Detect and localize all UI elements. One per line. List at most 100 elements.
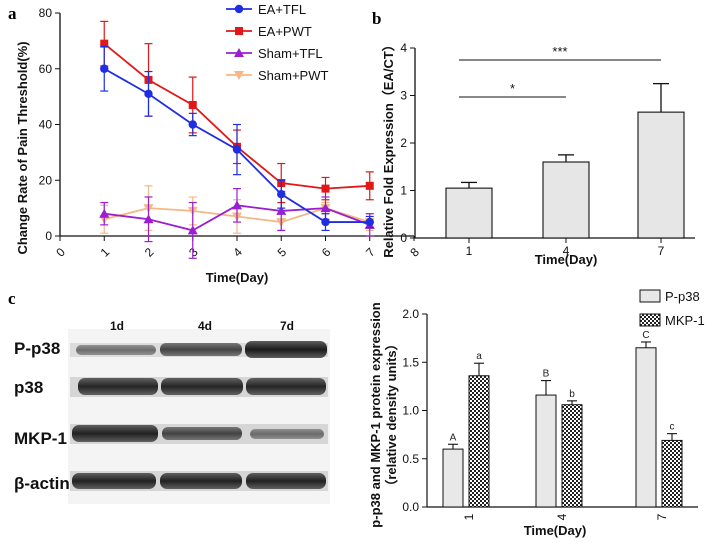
panel-b-x-axis-label: Time(Day)	[535, 252, 598, 267]
panel-c-y-tick-label: 1.5	[402, 355, 419, 369]
panel-a-x-axis-label: Time(Day)	[206, 270, 269, 285]
band	[160, 343, 242, 356]
legend-label: MKP-1	[665, 313, 705, 328]
panel-c-y-tick-label: 0.0	[402, 500, 419, 514]
blot-row-p38	[70, 377, 328, 397]
panel-c-bars: Aa Bb Cc	[442, 330, 683, 508]
panel-b-x-tick-label: 1	[466, 244, 473, 258]
panel-b-y-tick-label: 3	[400, 89, 407, 103]
legend-label: EA+TFL	[258, 2, 306, 17]
group-letter-label: C	[642, 330, 649, 341]
panel-a-x-tick-label: 2	[142, 245, 157, 260]
legend-swatch	[639, 313, 661, 327]
data-point	[234, 71, 244, 80]
data-point	[321, 217, 330, 227]
data-point	[100, 64, 109, 73]
blot-row-label-pp38: P-p38	[14, 339, 60, 358]
panel-a-series	[99, 20, 375, 259]
band	[162, 427, 242, 440]
panel-c-y-tick-label: 1.0	[402, 404, 419, 418]
data-point	[234, 48, 244, 57]
panel-a-y-tick-label: 20	[39, 173, 53, 187]
group-letter-label: A	[450, 432, 457, 443]
panel-letter-a: a	[8, 4, 17, 23]
blot-row-beta-actin	[70, 471, 328, 491]
panel-c-y-tick-label: 2.0	[402, 307, 419, 321]
blot-row-label-p38: p38	[14, 378, 43, 397]
panel-a-y-tick-label: 60	[39, 62, 53, 76]
band	[72, 473, 156, 489]
data-point	[235, 27, 243, 35]
significance-marker: *	[510, 81, 515, 96]
panel-b-y-axis-label: Relative Fold Expression（EA/CT）	[381, 38, 396, 258]
panel-c-legend: P-p38 MKP-1	[639, 289, 705, 328]
panel-b-y-tick-label: 2	[400, 136, 407, 150]
panel-a-x-tick-label: 5	[275, 245, 290, 260]
data-point	[188, 100, 197, 109]
blot-row-pp38	[70, 341, 328, 358]
panel-a-legend: EA+TFL EA+PWT Sham+TFL Sham+PWT	[226, 2, 328, 83]
data-point	[321, 184, 330, 193]
panel-c-y-tick-label: 0.5	[402, 452, 419, 466]
lane-label-4d: 4d	[198, 319, 212, 333]
panel-b-y-tick-label: 1	[400, 184, 407, 198]
bar-day-7	[637, 111, 685, 239]
data-point	[143, 214, 154, 224]
group-letter-label: a	[476, 351, 482, 362]
panel-a-x-tick-label: 3	[186, 245, 201, 260]
panel-c-x-tick-label: 4	[555, 513, 569, 520]
data-point	[320, 203, 331, 213]
data-point	[187, 225, 198, 235]
group-letter-label: b	[569, 389, 575, 400]
panel-a-x-tick-label: 0	[53, 245, 68, 260]
data-point	[234, 4, 244, 14]
band	[246, 378, 326, 395]
band	[72, 425, 158, 442]
band	[78, 378, 158, 395]
data-point	[276, 205, 287, 215]
panel-b-x-tick-label: 7	[658, 244, 665, 258]
lane-label-7d: 7d	[280, 319, 294, 333]
band	[246, 473, 326, 489]
blot-row-label-mkp1: MKP-1	[14, 429, 67, 448]
band	[245, 341, 327, 358]
legend-label: P-p38	[665, 289, 700, 304]
panel-b-bars	[445, 82, 685, 239]
bar-day-1	[445, 187, 493, 239]
data-point	[232, 145, 242, 154]
panel-b-y-tick-label: 0	[400, 231, 407, 245]
panel-a-x-tick-label: 6	[319, 245, 334, 260]
legend-label: EA+PWT	[258, 24, 312, 39]
panel-c-y-axis-label: p-p38 and MKP-1 protein expression	[368, 302, 383, 527]
panel-letter-c: c	[8, 289, 16, 308]
panel-c-x-axis-label: Time(Day)	[524, 523, 587, 538]
panel-c-x-tick-label: 7	[655, 513, 669, 520]
blot-row-mkp1	[70, 424, 328, 444]
panel-b-significance: ****	[459, 44, 661, 98]
data-point	[365, 217, 374, 227]
group-letter-label: c	[670, 422, 675, 433]
bar-p-p38-day-4	[535, 394, 557, 508]
legend-label: Sham+TFL	[258, 46, 323, 61]
panel-b-y-tick-label: 4	[400, 41, 407, 55]
western-blot: 1d 4d 7d P-p38 p38 MKP-1 β-actin	[14, 319, 330, 504]
data-point	[277, 189, 286, 199]
panel-c-x-tick-label: 1	[462, 513, 476, 520]
band	[160, 473, 242, 489]
data-point	[188, 120, 197, 129]
panel-a-y-tick-label: 0	[45, 229, 52, 243]
series-ea-tfl	[100, 45, 374, 232]
panel-a-y-axis-label: Change Rate of Pain Threshold(%)	[15, 41, 30, 254]
panel-c-axes: 0.0 0.5 1.0 1.5 2.0 1 4 7	[402, 307, 698, 520]
legend-swatch	[639, 289, 661, 303]
bar-day-4	[542, 161, 590, 239]
panel-a-y-tick-label: 80	[39, 6, 53, 20]
bar-p-p38-day-7	[635, 347, 657, 508]
series-ea-pwt	[100, 20, 374, 204]
band	[161, 378, 243, 395]
band	[76, 345, 156, 355]
panel-b-x-tick-label: 4	[563, 244, 570, 258]
bar-mkp-1-day-1	[468, 375, 490, 508]
bar-mkp-1-day-4	[561, 404, 583, 508]
panel-c-chart: 0.0 0.5 1.0 1.5 2.0 1 4 7 Aa Bb Cc P-p38 MKP-1 Tim…	[368, 289, 705, 538]
